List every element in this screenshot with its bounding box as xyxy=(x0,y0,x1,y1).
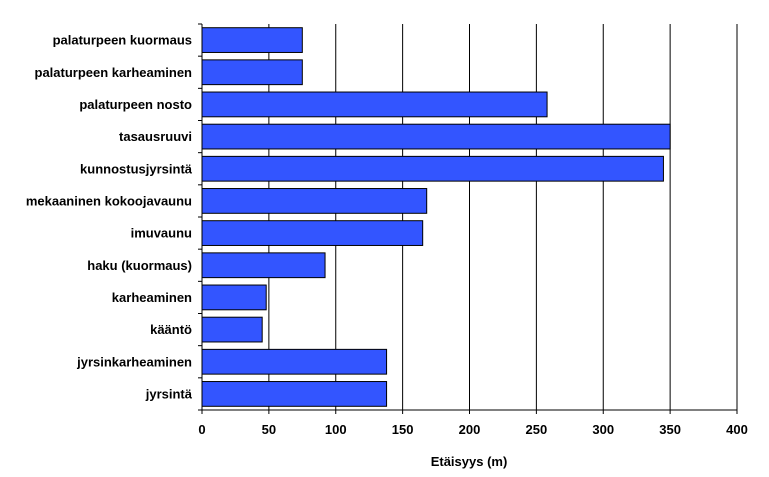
x-tick-label: 0 xyxy=(198,422,205,437)
bar xyxy=(201,59,303,86)
bar xyxy=(201,123,671,150)
category-label: mekaaninen kokoojavaunu xyxy=(26,193,192,208)
category-label: kunnostusjyrsintä xyxy=(80,161,193,176)
category-labels: palaturpeen kuormaus palaturpeen karheami… xyxy=(26,33,193,402)
x-tick-label: 50 xyxy=(262,422,276,437)
x-tick-label: 150 xyxy=(392,422,414,437)
x-tick-label: 400 xyxy=(726,422,748,437)
bar xyxy=(201,381,388,407)
x-tick-label: 350 xyxy=(659,422,681,437)
x-tick-label: 200 xyxy=(459,422,481,437)
bar xyxy=(201,348,388,375)
x-tick-label: 100 xyxy=(325,422,347,437)
bar xyxy=(201,188,428,214)
category-label: jyrsintä xyxy=(145,386,193,401)
x-tick-label: 300 xyxy=(592,422,614,437)
bar xyxy=(201,27,303,53)
category-label: palaturpeen nosto xyxy=(79,97,192,112)
bar xyxy=(201,155,664,182)
bar xyxy=(201,252,326,279)
x-axis: 0 50 100 150 200 250 300 350 400 xyxy=(198,23,748,437)
x-tick-label: 250 xyxy=(526,422,548,437)
category-label: kääntö xyxy=(150,322,192,337)
x-axis-title: Etäisyys (m) xyxy=(431,454,508,469)
category-label: palaturpeen kuormaus xyxy=(53,33,192,48)
category-label: tasausruuvi xyxy=(119,129,192,144)
category-label: jyrsinkarheaminen xyxy=(76,354,192,369)
category-label: palaturpeen karheaminen xyxy=(35,65,193,80)
category-label: haku (kuormaus) xyxy=(87,258,192,273)
bar xyxy=(201,316,263,343)
category-label: karheaminen xyxy=(112,290,192,305)
gridlines xyxy=(268,24,738,410)
bars xyxy=(201,27,671,407)
bar xyxy=(201,284,267,311)
bar xyxy=(201,220,424,246)
bar xyxy=(201,91,548,118)
category-label: imuvaunu xyxy=(131,226,192,241)
